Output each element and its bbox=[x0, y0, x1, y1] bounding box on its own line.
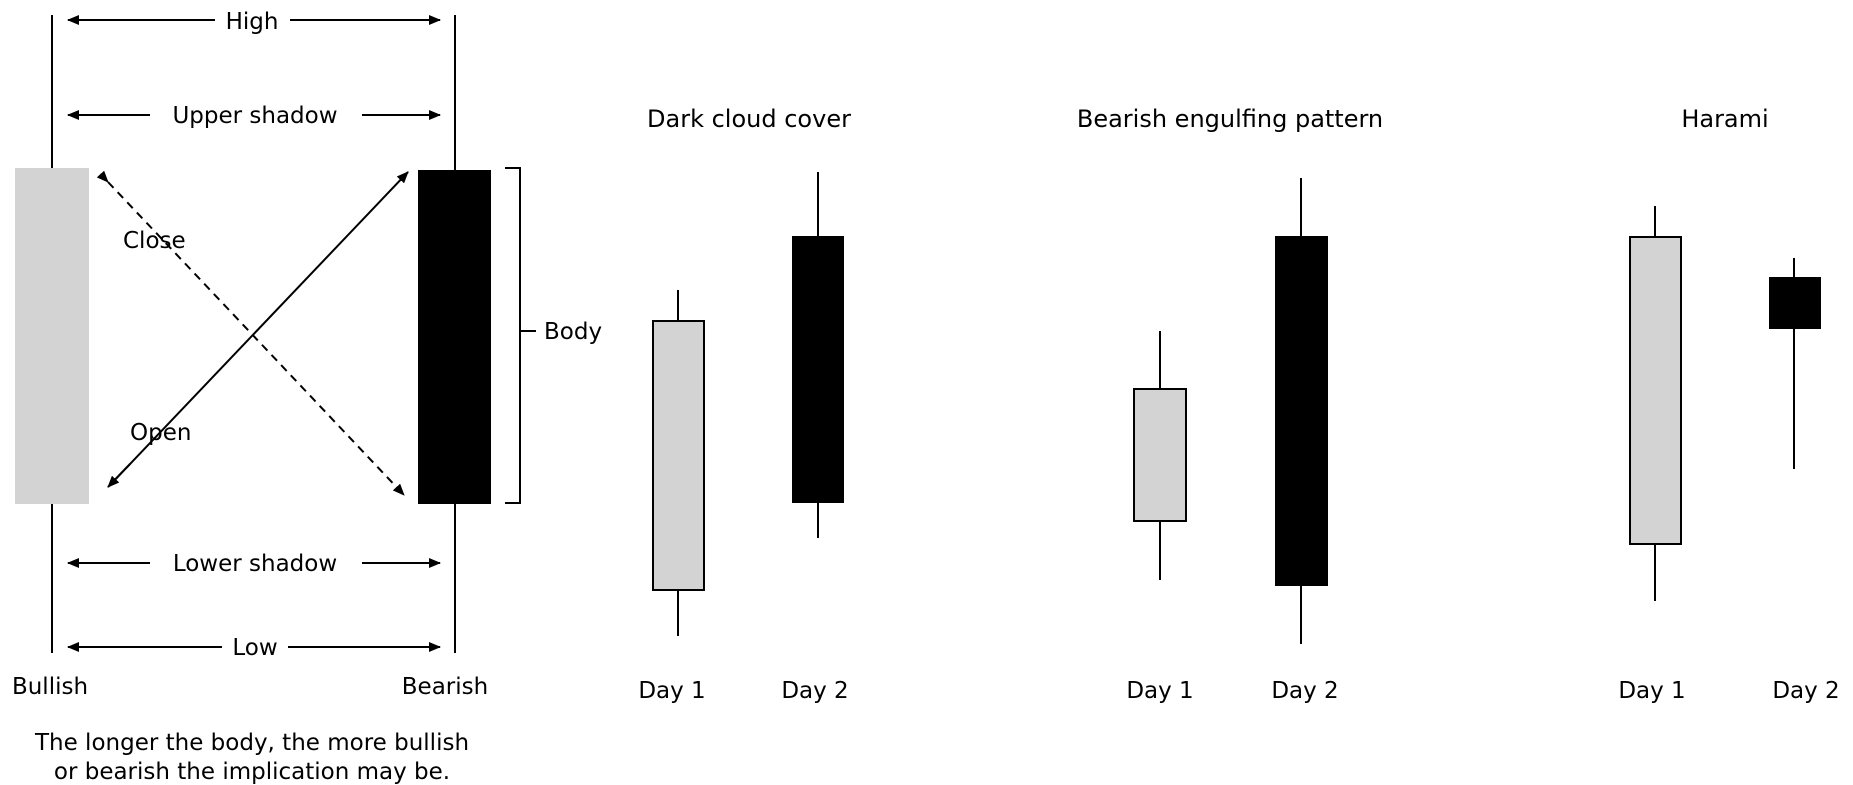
day-1-label: Day 1 bbox=[1618, 678, 1685, 704]
low-label: Low bbox=[232, 635, 277, 661]
candle-body bbox=[1275, 236, 1328, 586]
anatomy-panel: High Upper shadow Close Open Body Lower … bbox=[12, 9, 602, 785]
day-2-label: Day 2 bbox=[781, 678, 848, 704]
upper-shadow-label: Upper shadow bbox=[172, 103, 337, 129]
candle-body bbox=[1769, 277, 1821, 329]
candle-body bbox=[792, 236, 844, 503]
candle-day-1 bbox=[1133, 331, 1187, 580]
candle-body bbox=[1629, 236, 1682, 545]
candle-body bbox=[1133, 388, 1187, 522]
open-label: Open bbox=[130, 420, 191, 446]
pattern-title: Dark cloud cover bbox=[647, 105, 851, 133]
bearish-label: Bearish bbox=[402, 674, 488, 700]
day-2-label: Day 2 bbox=[1271, 678, 1338, 704]
high-label: High bbox=[226, 9, 279, 35]
body-label: Body bbox=[544, 319, 602, 345]
candle-day-2 bbox=[792, 172, 844, 538]
close-label: Close bbox=[123, 228, 186, 254]
pattern-bearish-engulfing: Bearish engulfing pattern Day 1 Day 2 bbox=[1077, 105, 1383, 704]
note-line-2: or bearish the implication may be. bbox=[54, 759, 450, 785]
candle-body bbox=[652, 320, 705, 591]
candle-day-2 bbox=[1769, 258, 1821, 469]
pattern-title: Bearish engulfing pattern bbox=[1077, 105, 1383, 133]
day-2-label: Day 2 bbox=[1772, 678, 1839, 704]
close-to-open-arrow bbox=[96, 170, 405, 496]
pattern-dark-cloud-cover: Dark cloud cover Day 1 Day 2 bbox=[638, 105, 851, 704]
open-arrow-head bbox=[107, 463, 131, 488]
pattern-title: Harami bbox=[1681, 105, 1768, 133]
lower-shadow-label: Lower shadow bbox=[173, 551, 337, 577]
day-1-label: Day 1 bbox=[1126, 678, 1193, 704]
candle-day-1 bbox=[1629, 206, 1682, 601]
note-line-1: The longer the body, the more bullish bbox=[34, 730, 469, 756]
bullish-candle bbox=[15, 15, 89, 653]
candle-day-2 bbox=[1275, 178, 1328, 644]
bearish-body bbox=[418, 170, 491, 504]
body-bracket bbox=[505, 167, 521, 504]
bullish-label: Bullish bbox=[12, 674, 88, 700]
bullish-body bbox=[15, 168, 89, 504]
pattern-harami: Harami Day 1 Day 2 bbox=[1618, 105, 1839, 704]
day-1-label: Day 1 bbox=[638, 678, 705, 704]
bearish-candle bbox=[418, 15, 491, 653]
candle-day-1 bbox=[652, 290, 705, 636]
